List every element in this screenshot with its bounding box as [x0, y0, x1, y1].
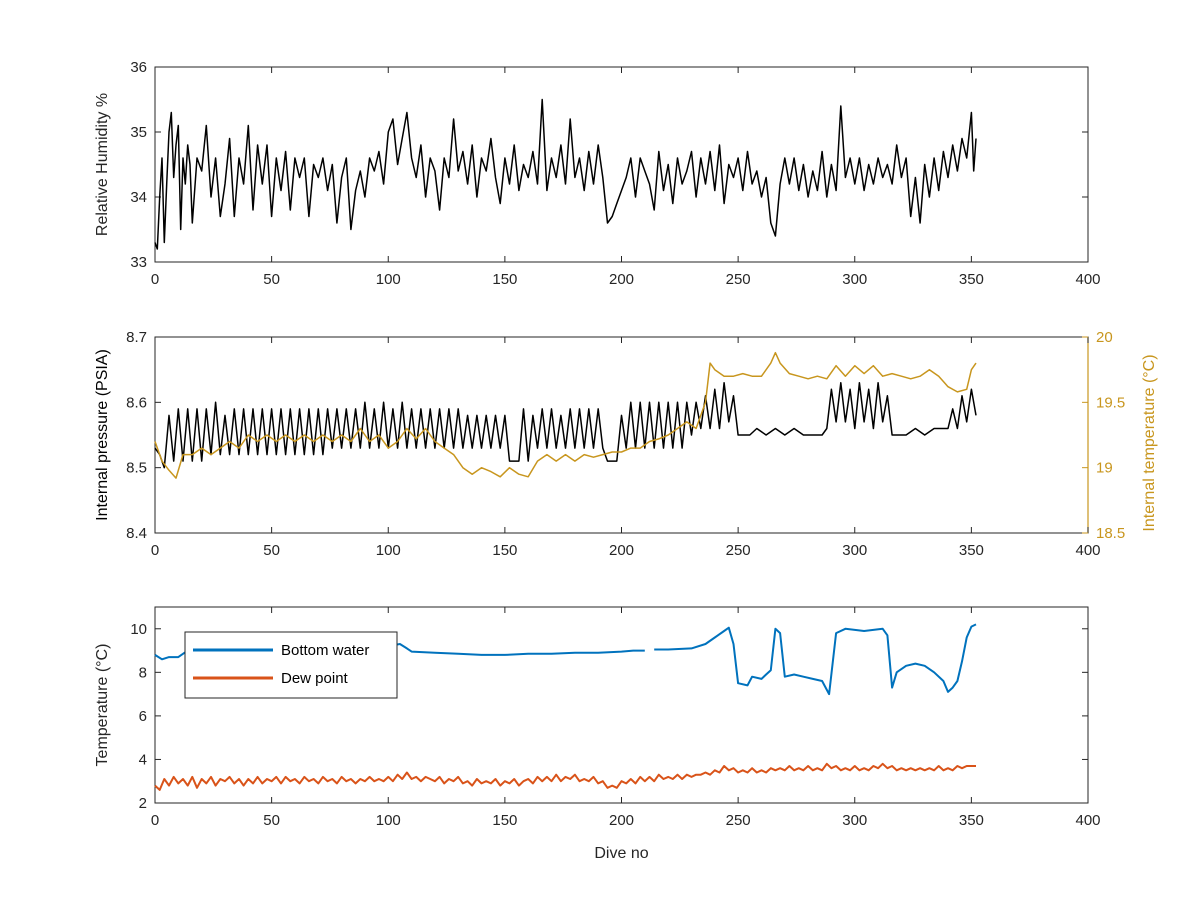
series-line-1	[154, 98, 977, 250]
x-tick-label: 50	[263, 812, 280, 829]
x-tick-label: 100	[376, 812, 401, 829]
y-tick-label: 6	[139, 708, 147, 725]
x-tick-label: 200	[609, 271, 634, 288]
y-tick-label: 36	[130, 59, 147, 76]
y-right-tick-label: 19	[1096, 460, 1113, 477]
chart-2: 0 50 100 150 200 250 300 350 400 8.4 8.5 8.6 8.7 18.5…	[94, 329, 1158, 559]
x-axis-label: Dive no	[594, 845, 648, 862]
x-tick-label: 0	[151, 271, 159, 288]
series-line-1	[154, 381, 977, 469]
x-tick-label: 250	[726, 271, 751, 288]
x-tick-label: 250	[726, 542, 751, 559]
x-tick-label: 300	[842, 542, 867, 559]
y-tick-label: 10	[130, 621, 147, 638]
plot-area	[154, 66, 1089, 263]
y-axis-label-right: Internal temperature (°C)	[1141, 354, 1158, 531]
plot-area	[154, 336, 1089, 534]
x-tick-label: 200	[609, 542, 634, 559]
x-tick-label: 0	[151, 812, 159, 829]
y-axis-label: Relative Humidity %	[94, 93, 111, 236]
x-tick-label: 100	[376, 542, 401, 559]
legend-label: Bottom water	[281, 642, 369, 659]
chart-3: 0 50 100 150 200 250 300 350 400 2 4 6 8 10 Temperatur…	[94, 606, 1101, 862]
x-tick-label: 400	[1075, 271, 1100, 288]
legend: Bottom water Dew point	[184, 631, 398, 699]
x-tick-label: 250	[726, 812, 751, 829]
y-axis-label: Internal pressure (PSIA)	[94, 349, 111, 521]
legend-label: Dew point	[281, 670, 349, 687]
x-tick-label: 150	[492, 542, 517, 559]
x-tick-label: 350	[959, 812, 984, 829]
chart-1: 0 50 100 150 200 250 300 350 400 33 34 35 36 Relative…	[94, 59, 1101, 288]
x-tick-label: 300	[842, 271, 867, 288]
y-tick-label: 4	[139, 751, 147, 768]
y-tick-label: 33	[130, 254, 147, 271]
y-tick-label: 35	[130, 124, 147, 141]
y-tick-label: 8.4	[126, 525, 147, 542]
x-tick-label: 150	[492, 271, 517, 288]
series-line-2	[154, 762, 976, 791]
x-tick-label: 100	[376, 271, 401, 288]
x-tick-label: 300	[842, 812, 867, 829]
y-axis-label: Temperature (°C)	[94, 644, 111, 767]
x-tick-label: 200	[609, 812, 634, 829]
y-tick-label: 34	[130, 189, 147, 206]
legend-box	[184, 631, 398, 699]
y-tick-label: 8.7	[126, 329, 147, 346]
x-tick-label: 0	[151, 542, 159, 559]
x-tick-label: 400	[1075, 542, 1100, 559]
x-tick-label: 350	[959, 542, 984, 559]
x-tick-label: 50	[263, 271, 280, 288]
x-tick-label: 50	[263, 542, 280, 559]
x-tick-label: 400	[1075, 812, 1100, 829]
series-line-2	[154, 351, 977, 479]
y-right-tick-label: 19.5	[1096, 394, 1125, 411]
x-tick-label: 350	[959, 271, 984, 288]
y-tick-label: 8.6	[126, 394, 147, 411]
y-tick-label: 8	[139, 664, 147, 681]
y-right-tick-label: 18.5	[1096, 525, 1125, 542]
x-tick-label: 150	[492, 812, 517, 829]
y-tick-label: 8.5	[126, 460, 147, 477]
y-right-tick-label: 20	[1096, 329, 1113, 346]
y-tick-label: 2	[139, 795, 147, 812]
